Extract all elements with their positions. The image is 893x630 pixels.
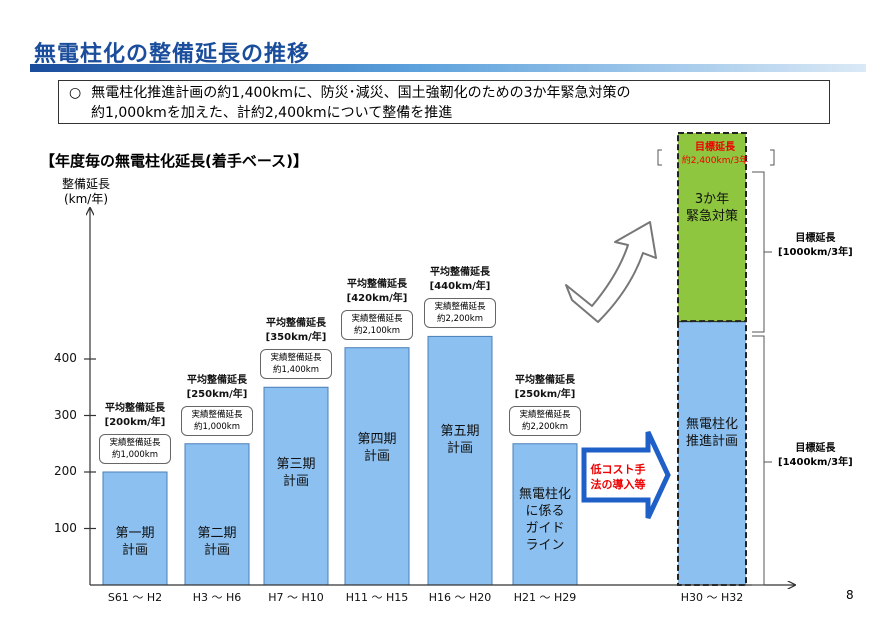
record-box: 実績整備延長 約2,100km (341, 309, 413, 340)
arrow-label: 低コスト手法の導入等 (590, 463, 646, 491)
bar-3 (263, 386, 329, 586)
bar-label: 第二期 計画 (197, 526, 237, 558)
bar-label: 無電柱化 に係る ガイド ライン (518, 487, 571, 554)
record-box: 実績整備延長 約2,200km (424, 298, 496, 329)
y-axis-label-line-1: 整備延長 (62, 177, 111, 191)
record-box: 実績整備延長 約1,000km (99, 434, 171, 464)
goal-green-title: 目標延長 (795, 233, 836, 244)
chart-heading: 【年度毎の無電柱化延長(着手ベース)】 (40, 152, 308, 170)
record-box: 実績整備延長 約2,200km (509, 405, 581, 436)
page-number: 8 (846, 588, 854, 602)
right-arrow-icon (581, 430, 671, 520)
record-box: 実績整備延長 約1,400km (260, 349, 332, 380)
goal-blue-bracket (752, 335, 765, 586)
x-tick-label: H16 ～ H20 (428, 591, 492, 604)
goal-total-value: 約2,400km/3年 (681, 156, 749, 166)
avg-label: 平均整備延長 [440km/年] (429, 267, 491, 293)
summary-box: ○ 無電柱化推進計画の約1,400kmに、防災･減災、国土強靭化のための3か年緊急… (58, 80, 830, 124)
bar-5 (427, 335, 493, 586)
bar-6 (512, 443, 578, 586)
avg-label: 平均整備延長 [200km/年] (104, 403, 166, 428)
x-tick-label: H11 ～ H15 (345, 591, 409, 604)
bar-label: 第四期 計画 (357, 431, 397, 464)
goal-blue-value: [1400km/3年] (778, 457, 853, 468)
goal-total-bracket (657, 149, 775, 166)
bar-1 (102, 471, 168, 586)
bar-7-top-label: 3か年 緊急対策 (685, 192, 738, 224)
summary-line-1: 無電柱化推進計画の約1,400kmに、防災･減災、国土強靭化のための3か年緊急対… (91, 85, 631, 101)
x-tick-label: H21 ～ H29 (513, 591, 577, 604)
x-tick-label: S61 ～ H2 (107, 591, 163, 604)
title-underline (30, 64, 866, 72)
avg-label: 平均整備延長 [250km/年] (514, 374, 576, 400)
goal-total-label: 目標延長 約2,400km/3年 (660, 138, 770, 166)
bar-2 (184, 443, 250, 586)
avg-label: 平均整備延長 [250km/年] (186, 374, 248, 400)
goal-blue-title: 目標延長 (795, 443, 836, 454)
summary-bullet: ○ (69, 85, 82, 101)
y-axis-label-line-2: (km/年) (63, 192, 109, 206)
record-box: 実績整備延長 約1,000km (181, 405, 253, 436)
goal-green-value: [1000km/3年] (778, 247, 853, 258)
y-tick-label: 100 (54, 520, 77, 535)
trend-arrow-icon (565, 221, 657, 323)
x-tick-label: H7 ～ H10 (268, 591, 324, 604)
goal-green-bracket (752, 171, 765, 333)
bar-label: 第一期 計画 (115, 526, 155, 558)
bar-7-base-label: 無電柱化 推進計画 (685, 417, 738, 450)
y-axis-label: 整備延長 (km/年) (62, 177, 110, 207)
x-tick-label: H30 ～ H32 (680, 591, 744, 604)
goal-blue-label: 目標延長 [1400km/3年] (778, 442, 853, 470)
goal-total-title: 目標延長 (695, 142, 735, 153)
bar-4 (344, 347, 410, 586)
bar-7-top (677, 132, 747, 323)
goal-green-label: 目標延長 [1000km/3年] (778, 232, 853, 260)
bar-label: 第五期 計画 (440, 424, 480, 457)
y-tick-label: 200 (54, 464, 77, 478)
bar-7-base (677, 320, 747, 586)
y-tick-label: 300 (54, 407, 77, 422)
page-title: 無電柱化の整備延長の推移 (34, 42, 311, 67)
avg-label: 平均整備延長 [350km/年] (265, 318, 327, 344)
avg-label: 平均整備延長 [420km/年] (346, 278, 408, 304)
x-tick-label: H3 ～ H6 (192, 591, 242, 604)
bar-label: 第三期 計画 (276, 457, 316, 490)
summary-line-2: 約1,000kmを加えた、計約2,400kmについて整備を推進 (91, 105, 453, 121)
y-tick-label: 400 (54, 351, 77, 365)
